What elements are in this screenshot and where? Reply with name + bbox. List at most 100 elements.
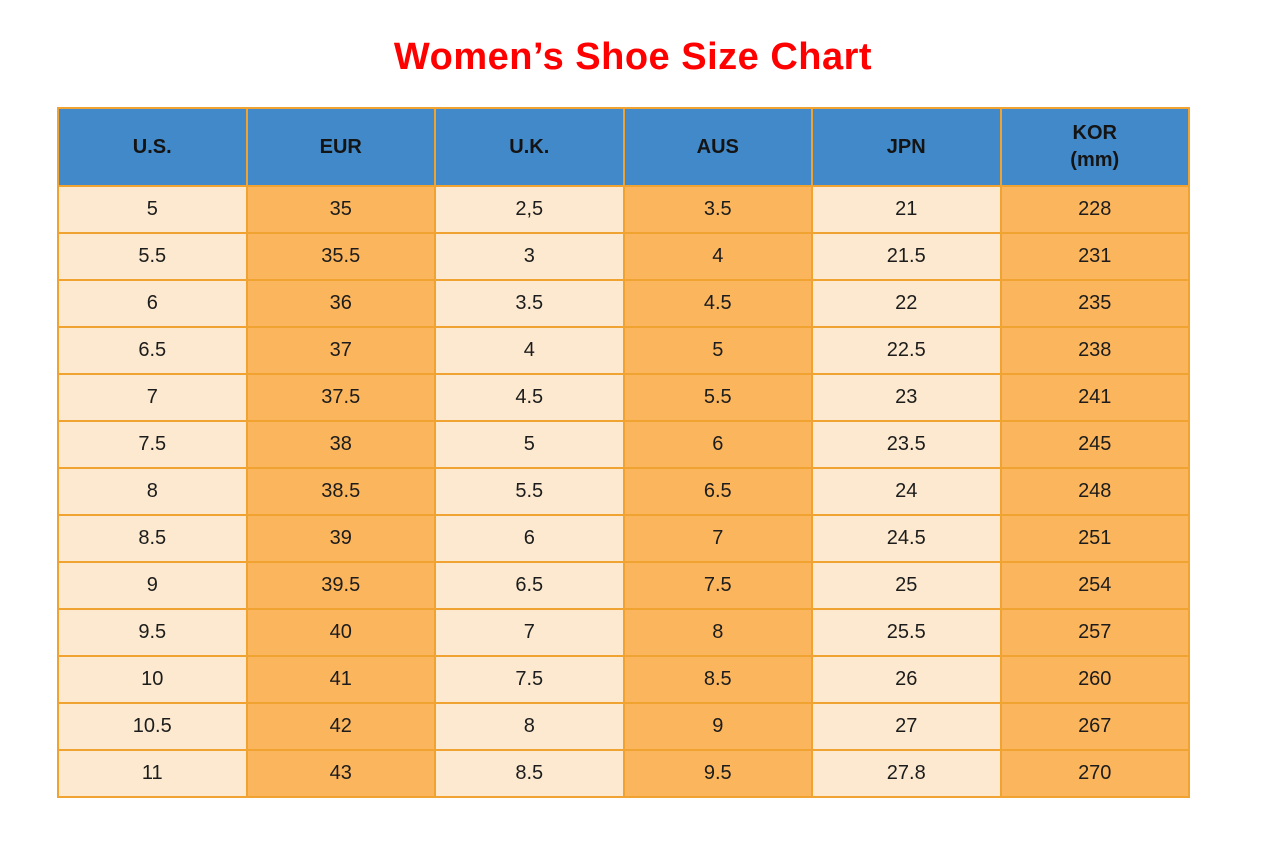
column-header: AUS	[622, 107, 813, 187]
column-header: U.K.	[434, 107, 625, 187]
table-cell: 8	[434, 702, 625, 751]
table-cell: 9	[622, 702, 813, 751]
table-cell: 21	[811, 185, 1002, 234]
table-cell: 267	[999, 702, 1190, 751]
table-cell: 35	[245, 185, 436, 234]
table-cell: 11	[57, 749, 248, 798]
table-cell: 8	[57, 467, 248, 516]
table-cell: 7	[57, 373, 248, 422]
header-row: U.S. EUR U.K. AUS JPN KOR (mm)	[57, 107, 1190, 187]
table-row: 6.5 37 4 5 22.5 238	[57, 326, 1190, 375]
table-cell: 9.5	[622, 749, 813, 798]
page: Women’s Shoe Size Chart U.S. EUR U.K. AUS JP…	[0, 36, 1266, 798]
table-cell: 7	[622, 514, 813, 563]
table-cell: 10.5	[57, 702, 248, 751]
table-cell: 25	[811, 561, 1002, 610]
table-cell: 8.5	[622, 655, 813, 704]
table-cell: 8	[622, 608, 813, 657]
table-cell: 22	[811, 279, 1002, 328]
table-cell: 6	[434, 514, 625, 563]
table-cell: 260	[999, 655, 1190, 704]
table-row: 8 38.5 5.5 6.5 24 248	[57, 467, 1190, 516]
table-row: 5.5 35.5 3 4 21.5 231	[57, 232, 1190, 281]
table-cell: 27.8	[811, 749, 1002, 798]
table-cell: 22.5	[811, 326, 1002, 375]
table-row: 5 35 2,5 3.5 21 228	[57, 185, 1190, 234]
table-cell: 35.5	[245, 232, 436, 281]
table-cell: 27	[811, 702, 1002, 751]
table-cell: 36	[245, 279, 436, 328]
table-cell: 245	[999, 420, 1190, 469]
table-row: 9.5 40 7 8 25.5 257	[57, 608, 1190, 657]
table-cell: 5.5	[434, 467, 625, 516]
table-cell: 23	[811, 373, 1002, 422]
table-cell: 39.5	[245, 561, 436, 610]
table-cell: 37.5	[245, 373, 436, 422]
table-cell: 6.5	[622, 467, 813, 516]
table-cell: 10	[57, 655, 248, 704]
table-cell: 8.5	[57, 514, 248, 563]
table-cell: 238	[999, 326, 1190, 375]
table-cell: 24.5	[811, 514, 1002, 563]
table-cell: 9	[57, 561, 248, 610]
table-row: 7 37.5 4.5 5.5 23 241	[57, 373, 1190, 422]
table-cell: 5.5	[57, 232, 248, 281]
table-row: 11 43 8.5 9.5 27.8 270	[57, 749, 1190, 798]
table-row: 9 39.5 6.5 7.5 25 254	[57, 561, 1190, 610]
table-header: U.S. EUR U.K. AUS JPN KOR (mm)	[57, 107, 1190, 187]
table-cell: 7	[434, 608, 625, 657]
table-cell: 37	[245, 326, 436, 375]
table-row: 8.5 39 6 7 24.5 251	[57, 514, 1190, 563]
page-title: Women’s Shoe Size Chart	[393, 36, 873, 78]
column-header: U.S.	[57, 107, 248, 187]
table-cell: 8.5	[434, 749, 625, 798]
table-cell: 2,5	[434, 185, 625, 234]
table-cell: 7.5	[434, 655, 625, 704]
table-cell: 24	[811, 467, 1002, 516]
table-cell: 42	[245, 702, 436, 751]
table-cell: 231	[999, 232, 1190, 281]
table-cell: 41	[245, 655, 436, 704]
table-cell: 5	[622, 326, 813, 375]
table-body: 5 35 2,5 3.5 21 228 5.5 35.5 3 4 21.5 231 6 36 3.5 4.5 2…	[57, 185, 1190, 798]
table-cell: 25.5	[811, 608, 1002, 657]
table-cell: 6.5	[434, 561, 625, 610]
table-cell: 270	[999, 749, 1190, 798]
table-cell: 228	[999, 185, 1190, 234]
table-cell: 254	[999, 561, 1190, 610]
column-header: EUR	[245, 107, 436, 187]
table-cell: 3	[434, 232, 625, 281]
table-cell: 40	[245, 608, 436, 657]
table-cell: 4.5	[434, 373, 625, 422]
table-cell: 5.5	[622, 373, 813, 422]
table-cell: 5	[434, 420, 625, 469]
table-cell: 23.5	[811, 420, 1002, 469]
table-cell: 6	[57, 279, 248, 328]
table-cell: 251	[999, 514, 1190, 563]
column-header: KOR (mm)	[999, 107, 1190, 187]
table-cell: 21.5	[811, 232, 1002, 281]
table-cell: 7.5	[57, 420, 248, 469]
table-cell: 6.5	[57, 326, 248, 375]
table-cell: 257	[999, 608, 1190, 657]
table-cell: 3.5	[434, 279, 625, 328]
table-row: 10 41 7.5 8.5 26 260	[57, 655, 1190, 704]
table-cell: 6	[622, 420, 813, 469]
table-row: 10.5 42 8 9 27 267	[57, 702, 1190, 751]
shoe-size-table: U.S. EUR U.K. AUS JPN KOR (mm) 5 35 2,5 3.5 21 228…	[57, 107, 1190, 798]
table-row: 7.5 38 5 6 23.5 245	[57, 420, 1190, 469]
table-row: 6 36 3.5 4.5 22 235	[57, 279, 1190, 328]
table-cell: 3.5	[622, 185, 813, 234]
table-cell: 4.5	[622, 279, 813, 328]
table-cell: 241	[999, 373, 1190, 422]
table-cell: 9.5	[57, 608, 248, 657]
table-cell: 38	[245, 420, 436, 469]
table-cell: 38.5	[245, 467, 436, 516]
table-cell: 248	[999, 467, 1190, 516]
table-cell: 4	[622, 232, 813, 281]
column-header: JPN	[811, 107, 1002, 187]
table-cell: 26	[811, 655, 1002, 704]
table-cell: 4	[434, 326, 625, 375]
table-cell: 5	[57, 185, 248, 234]
table-cell: 235	[999, 279, 1190, 328]
